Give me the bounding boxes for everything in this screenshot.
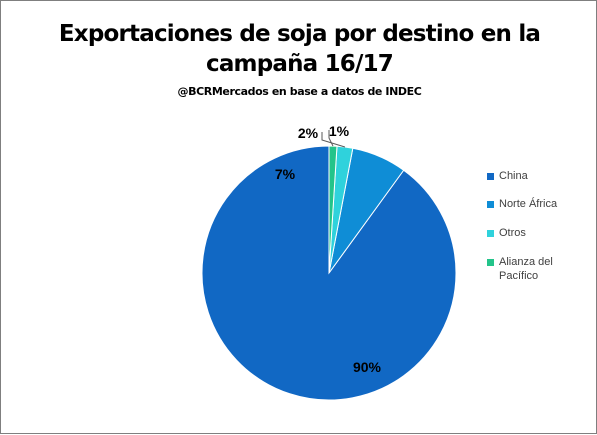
legend: China Norte África Otros Alianza del Pac… [487,169,579,283]
legend-item-otros: Otros [487,226,579,255]
chart-title: Exportaciones de soja por destino en la … [58,21,541,77]
legend-item-alianza-del-pacifico: Alianza del Pacífico [487,255,579,283]
data-label-china: 90% [353,359,382,375]
pie-slice-alianza-del-pacifico [328,145,338,274]
chart-subtitle: @BCRMercados en base a datos de INDEC [177,85,422,98]
legend-swatch-china [487,173,494,180]
data-label-norte-africa: 7% [275,166,296,182]
legend-swatch-norte-africa [487,201,494,208]
leader-line-alianza-del-pacifico [328,130,334,147]
legend-label-norte-africa: Norte África [499,198,558,210]
legend-label-china: China [499,170,528,182]
legend-item-norte-africa: Norte África [487,197,579,226]
legend-swatch-alianza-del-pacifico [487,259,494,266]
data-label-otros: 2% [298,125,319,141]
legend-label-alianza-del-pacifico: Alianza del Pacífico [499,256,553,282]
legend-item-china: China [487,169,579,197]
data-label-alianza-del-pacifico: 1% [329,123,350,139]
legend-swatch-otros [487,230,494,237]
leader-line-otros [321,132,346,148]
legend-label-otros: Otros [499,227,526,239]
